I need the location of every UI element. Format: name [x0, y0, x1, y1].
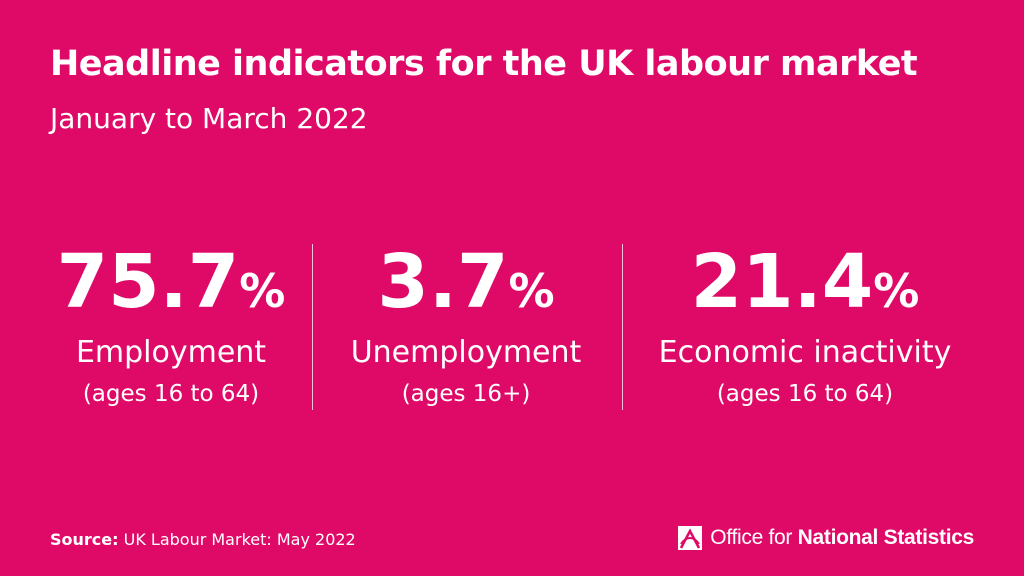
indicator-unit: % — [239, 264, 286, 318]
logo-text-bold: National Statistics — [797, 526, 975, 549]
indicator-value: 3.7% — [325, 240, 607, 333]
divider — [312, 244, 313, 410]
indicator-label: Unemployment — [350, 335, 582, 370]
logo-text-regular: Office for — [710, 526, 798, 549]
ons-logo: Office for National Statistics — [676, 524, 974, 552]
indicator-unit: % — [508, 264, 555, 318]
indicator-number: 3.7 — [377, 239, 509, 325]
indicator-panel: 75.7% Employment (ages 16 to 64) 3.7% Un… — [0, 240, 1024, 410]
indicator-unit: % — [873, 264, 920, 318]
indicator-value: 21.4% — [630, 240, 980, 333]
indicator-number: 75.7 — [56, 239, 240, 325]
page-subtitle: January to March 2022 — [50, 102, 368, 135]
source-note: Source: UK Labour Market: May 2022 — [50, 530, 356, 549]
page-title: Headline indicators for the UK labour ma… — [50, 44, 918, 84]
indicator-value: 75.7% — [40, 240, 302, 333]
source-text: UK Labour Market: May 2022 — [118, 530, 356, 549]
logo-wordmark: Office for National Statistics — [710, 526, 974, 550]
indicator-age-range: (ages 16 to 64) — [716, 381, 894, 407]
indicator-employment: 75.7% Employment (ages 16 to 64) — [40, 240, 302, 411]
ons-logo-icon — [678, 526, 703, 550]
indicator-unemployment: 3.7% Unemployment (ages 16+) — [325, 240, 607, 411]
indicator-label: Economic inactivity — [658, 335, 952, 370]
indicator-age-range: (ages 16+) — [401, 381, 531, 407]
divider — [622, 244, 623, 410]
indicator-label: Employment — [75, 335, 267, 370]
source-prefix: Source: — [50, 530, 119, 549]
indicator-age-range: (ages 16 to 64) — [82, 381, 260, 407]
indicator-economic-inactivity: 21.4% Economic inactivity (ages 16 to 64… — [630, 240, 980, 411]
indicator-number: 21.4 — [690, 239, 874, 325]
